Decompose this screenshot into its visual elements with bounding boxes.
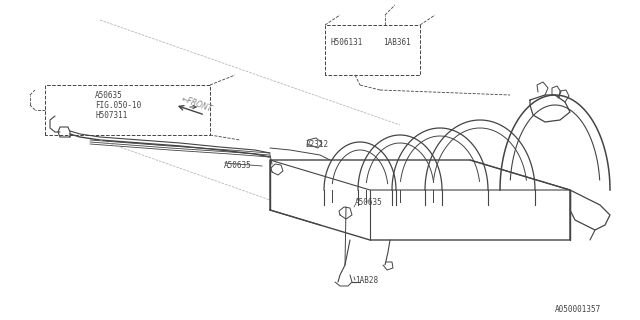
Text: 1AB361: 1AB361 (383, 38, 411, 47)
Text: A050001357: A050001357 (555, 305, 601, 314)
Text: 1AB28: 1AB28 (355, 276, 378, 285)
Text: A50635: A50635 (95, 91, 123, 100)
Text: ←FRONT: ←FRONT (180, 94, 214, 114)
Text: A50635: A50635 (224, 161, 252, 170)
Text: FIG.050-10: FIG.050-10 (95, 101, 141, 110)
Text: A50635: A50635 (355, 198, 383, 207)
Text: H507311: H507311 (95, 111, 127, 120)
Text: H506131: H506131 (330, 38, 362, 47)
Text: 22312: 22312 (305, 140, 328, 149)
